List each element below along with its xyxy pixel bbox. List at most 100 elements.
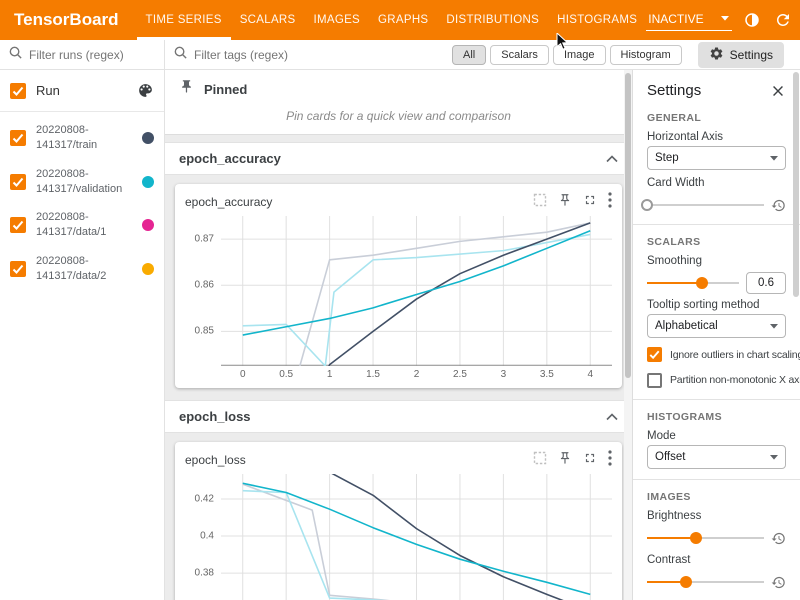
theme-toggle-icon[interactable] xyxy=(741,9,763,31)
main-scrollbar[interactable] xyxy=(624,70,632,600)
ignore-outliers-checkbox[interactable] xyxy=(647,347,662,362)
brightness-row xyxy=(647,529,786,547)
y-axis-labels: 0.360.380.40.42 xyxy=(185,474,221,600)
pin-icon[interactable] xyxy=(558,451,572,470)
run-checkbox[interactable] xyxy=(10,174,26,190)
app-title: TensorBoard xyxy=(0,10,137,30)
scrollbar-thumb[interactable] xyxy=(625,73,631,378)
epoch-loss-chart: 0.360.380.40.42 00.511.522.533.54 xyxy=(185,474,612,600)
pin-icon xyxy=(179,79,194,99)
smoothing-slider[interactable] xyxy=(647,276,739,290)
fullscreen-icon[interactable] xyxy=(583,193,597,212)
brightness-slider[interactable] xyxy=(647,531,764,545)
section-header[interactable]: epoch_loss xyxy=(165,400,632,433)
chevron-down-icon xyxy=(770,451,778,463)
group-label-histograms: HISTOGRAMS xyxy=(647,411,786,423)
divider xyxy=(633,479,800,480)
run-color-dot xyxy=(142,176,154,188)
filter-toolbar: All Scalars Image Histogram Settings xyxy=(0,40,800,70)
histogram-mode-select[interactable]: Offset xyxy=(647,445,786,469)
reset-history-icon[interactable] xyxy=(771,575,786,590)
reset-history-icon[interactable] xyxy=(771,531,786,546)
contrast-slider[interactable] xyxy=(647,575,764,589)
card-width-label: Card Width xyxy=(647,177,786,189)
settings-panel-header: Settings xyxy=(647,70,786,101)
reload-status-dropdown[interactable]: INACTIVE xyxy=(646,10,732,31)
run-row: 20220808-141317/train xyxy=(0,116,164,160)
ignore-outliers-row: Ignore outliers in chart scaling xyxy=(647,347,786,362)
fullscreen-icon[interactable] xyxy=(583,451,597,470)
section-header[interactable]: epoch_accuracy xyxy=(165,142,632,175)
chip-scalars[interactable]: Scalars xyxy=(490,45,549,65)
card-width-row xyxy=(647,196,786,214)
chevron-down-icon xyxy=(770,152,778,164)
smoothing-label: Smoothing xyxy=(647,255,786,267)
card-width-slider[interactable] xyxy=(647,198,764,212)
horizontal-axis-label: Horizontal Axis xyxy=(647,131,786,143)
x-axis-labels: 00.511.522.533.54 xyxy=(221,369,612,382)
reset-history-icon[interactable] xyxy=(771,198,786,213)
run-checkbox[interactable] xyxy=(10,261,26,277)
kebab-menu-icon[interactable] xyxy=(608,450,612,471)
tab-images[interactable]: IMAGES xyxy=(305,0,370,40)
tab-scalars[interactable]: SCALARS xyxy=(231,0,305,40)
fit-domain-icon[interactable] xyxy=(533,451,547,470)
settings-title: Settings xyxy=(647,82,701,99)
close-icon[interactable] xyxy=(770,83,786,99)
runs-filter-input[interactable] xyxy=(29,48,156,62)
tags-filter-input[interactable] xyxy=(194,48,446,62)
slider-thumb[interactable] xyxy=(680,576,692,588)
runs-sidebar: Run 20220808-141317/train 20220808-14131… xyxy=(0,70,165,600)
divider xyxy=(0,111,164,112)
line-chart-plot[interactable] xyxy=(221,216,612,366)
chip-all[interactable]: All xyxy=(452,45,486,65)
card-header: epoch_accuracy xyxy=(185,192,612,212)
y-axis-labels: 0.850.860.87 xyxy=(185,216,221,366)
run-checkbox[interactable] xyxy=(10,130,26,146)
smoothing-value-input[interactable] xyxy=(746,272,786,294)
partition-x-axis-checkbox[interactable] xyxy=(647,373,662,388)
kebab-menu-icon[interactable] xyxy=(608,192,612,213)
slider-thumb[interactable] xyxy=(696,277,708,289)
chevron-down-icon xyxy=(770,320,778,332)
palette-icon[interactable] xyxy=(137,82,154,99)
runs-header-row: Run xyxy=(0,70,164,109)
brightness-label: Brightness xyxy=(647,510,786,522)
tensorboard-app: TensorBoard TIME SERIES SCALARS IMAGES G… xyxy=(0,0,800,600)
section-epoch-loss: epoch_loss epoch_loss xyxy=(165,400,632,600)
tab-distributions[interactable]: DISTRIBUTIONS xyxy=(437,0,548,40)
select-all-runs-checkbox[interactable] xyxy=(10,83,26,99)
refresh-icon[interactable] xyxy=(772,9,794,31)
chevron-up-icon[interactable] xyxy=(606,413,618,421)
runs-filter xyxy=(0,40,165,69)
pin-icon[interactable] xyxy=(558,193,572,212)
line-chart-plot[interactable] xyxy=(221,474,612,600)
pinned-title: Pinned xyxy=(204,82,247,97)
run-row: 20220808-141317/validation xyxy=(0,160,164,204)
tab-graphs[interactable]: GRAPHS xyxy=(369,0,437,40)
slider-thumb[interactable] xyxy=(641,199,653,211)
tab-time-series[interactable]: TIME SERIES xyxy=(137,0,231,40)
tooltip-sorting-label: Tooltip sorting method xyxy=(647,299,786,311)
section-epoch-accuracy: epoch_accuracy epoch_accuracy xyxy=(165,142,632,393)
run-color-dot xyxy=(142,263,154,275)
card-actions xyxy=(533,450,612,471)
horizontal-axis-select[interactable]: Step xyxy=(647,146,786,170)
section-body: epoch_accuracy xyxy=(165,175,632,393)
chip-histogram[interactable]: Histogram xyxy=(610,45,682,65)
run-checkbox[interactable] xyxy=(10,217,26,233)
mouse-cursor xyxy=(556,33,569,56)
run-color-dot xyxy=(142,132,154,144)
section-body: epoch_loss xyxy=(165,433,632,600)
gear-icon xyxy=(709,46,724,64)
smoothing-row xyxy=(647,274,786,292)
chevron-up-icon[interactable] xyxy=(606,155,618,163)
settings-panel: Settings GENERAL Horizontal Axis Step Ca… xyxy=(632,70,800,600)
epoch-accuracy-chart: 0.850.860.87 00.511.522.533.54 xyxy=(185,216,612,382)
settings-button[interactable]: Settings xyxy=(698,42,784,68)
fit-domain-icon[interactable] xyxy=(533,193,547,212)
tooltip-sorting-select[interactable]: Alphabetical xyxy=(647,314,786,338)
slider-thumb[interactable] xyxy=(690,532,702,544)
card-header: epoch_loss xyxy=(185,450,612,470)
settings-scrollbar-thumb[interactable] xyxy=(793,72,799,297)
